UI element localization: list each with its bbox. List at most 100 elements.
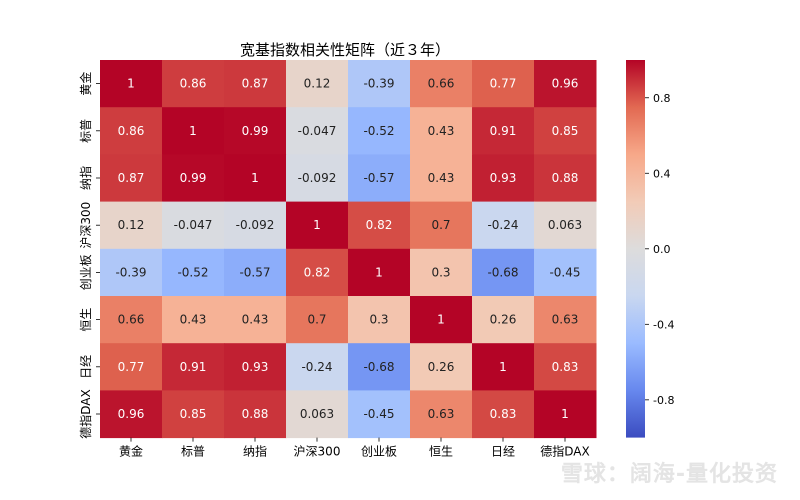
cell-value-label: -0.45 [363, 407, 394, 421]
heatmap-cell [286, 201, 349, 250]
cell-value-label: 0.63 [428, 407, 455, 421]
cell-value-label: 0.66 [428, 77, 455, 91]
cell-value-label: 0.66 [118, 313, 145, 327]
row-label: 纳指 [78, 166, 93, 190]
heatmap-cell [410, 390, 473, 439]
cell-value-label: 0.85 [552, 124, 579, 138]
cell-value-label: 0.91 [180, 360, 207, 374]
heatmap-cell [534, 248, 597, 297]
cell-value-label: 1 [499, 360, 507, 374]
row-label: 沪深300 [79, 202, 93, 249]
cell-value-label: 0.82 [304, 265, 331, 279]
heatmap-cell [472, 201, 535, 250]
cell-value-label: 0.77 [490, 77, 517, 91]
col-label: 日经 [491, 445, 515, 459]
cell-value-label: 0.063 [300, 407, 334, 421]
cell-value-label: 0.93 [490, 171, 517, 185]
cell-value-label: -0.68 [487, 265, 518, 279]
col-label: 标普 [181, 445, 205, 459]
cell-value-label: 1 [375, 265, 383, 279]
cell-value-label: -0.24 [301, 360, 332, 374]
row-label: 日经 [79, 355, 93, 379]
row-label: 恒生 [79, 308, 93, 332]
heatmap-cell [224, 154, 287, 203]
heatmap-cells: 1 0.86 0.87 0.12 -0.39 0.66 0.77 0.96 0.86 1 0.99 -… [100, 60, 597, 439]
col-labels: 黄金 标普 纳指 沪深300 创业板 恒生 日经 德指DAX [119, 437, 590, 459]
cell-value-label: 0.87 [118, 171, 145, 185]
heatmap-cell [100, 107, 163, 155]
cell-value-label: 1 [189, 124, 197, 138]
cell-value-label: 1 [251, 171, 259, 185]
heatmap-cell [348, 60, 411, 108]
cell-value-label: 0.7 [431, 218, 450, 232]
cell-value-label: -0.52 [177, 265, 208, 279]
row-label: 创业板 [79, 254, 93, 290]
heatmap-cell [348, 390, 411, 439]
colorbar-tick-label: 0.8 [653, 92, 671, 105]
heatmap-cell [534, 60, 597, 108]
heatmap-cell [100, 343, 163, 391]
heatmap-cell [162, 390, 225, 439]
heatmap-cell [472, 343, 535, 391]
cell-value-label: 0.3 [431, 265, 450, 279]
heatmap-cell [534, 154, 597, 203]
cell-value-label: 0.88 [242, 407, 269, 421]
cell-value-label: 0.82 [366, 218, 393, 232]
heatmap-cell [100, 154, 163, 203]
heatmap-cell [286, 390, 349, 439]
cell-value-label: 0.88 [552, 171, 579, 185]
cell-value-label: -0.45 [549, 265, 580, 279]
heatmap-cell [472, 107, 535, 155]
heatmap-cell [472, 390, 535, 439]
colorbar-tick-label: -0.4 [653, 318, 674, 331]
heatmap-cell [286, 343, 349, 391]
heatmap-cell [410, 154, 473, 203]
heatmap-cell [410, 107, 473, 155]
colorbar-tick-label: 0.4 [653, 167, 671, 180]
heatmap-cell [162, 296, 225, 344]
col-label: 纳指 [243, 444, 267, 459]
heatmap-cell [534, 201, 597, 250]
cell-value-label: -0.68 [363, 360, 394, 374]
heatmap-cell [162, 154, 225, 203]
heatmap-cell [472, 154, 535, 203]
cell-value-label: -0.39 [363, 77, 394, 91]
heatmap-cell [100, 296, 163, 344]
cell-value-label: 0.83 [552, 360, 579, 374]
heatmap-cell [224, 296, 287, 344]
cell-value-label: -0.047 [174, 218, 213, 232]
cell-value-label: -0.092 [236, 218, 275, 232]
cell-value-label: 0.93 [242, 360, 269, 374]
heatmap-cell [348, 201, 411, 250]
heatmap-cell [286, 296, 349, 344]
heatmap-cell [286, 154, 349, 203]
cell-value-label: -0.52 [363, 124, 394, 138]
heatmap-cell [410, 60, 473, 108]
heatmap-cell [224, 390, 287, 439]
cell-value-label: 0.96 [118, 407, 145, 421]
cell-value-label: 0.26 [490, 313, 517, 327]
cell-value-label: 0.85 [180, 407, 207, 421]
row-label: 德指DAX [78, 389, 93, 438]
cell-value-label: 0.43 [180, 313, 207, 327]
heatmap-cell [410, 248, 473, 297]
cell-value-label: 0.87 [242, 77, 269, 91]
row-label: 黄金 [78, 72, 93, 96]
cell-value-label: 0.86 [180, 77, 207, 91]
cell-value-label: 1 [313, 218, 321, 232]
heatmap-cell [348, 107, 411, 155]
heatmap-cell [224, 343, 287, 391]
cell-value-label: -0.24 [487, 218, 518, 232]
heatmap-cell [472, 248, 535, 297]
heatmap-cell [100, 390, 163, 439]
cell-value-label: 0.43 [242, 313, 269, 327]
colorbar-gradient [626, 60, 645, 438]
heatmap-cell [348, 154, 411, 203]
cell-value-label: 0.91 [490, 124, 517, 138]
heatmap-cell [348, 248, 411, 297]
cell-value-label: -0.047 [298, 124, 337, 138]
cell-value-label: 0.86 [118, 124, 145, 138]
heatmap-cell [162, 107, 225, 155]
heatmap-cell [534, 107, 597, 155]
